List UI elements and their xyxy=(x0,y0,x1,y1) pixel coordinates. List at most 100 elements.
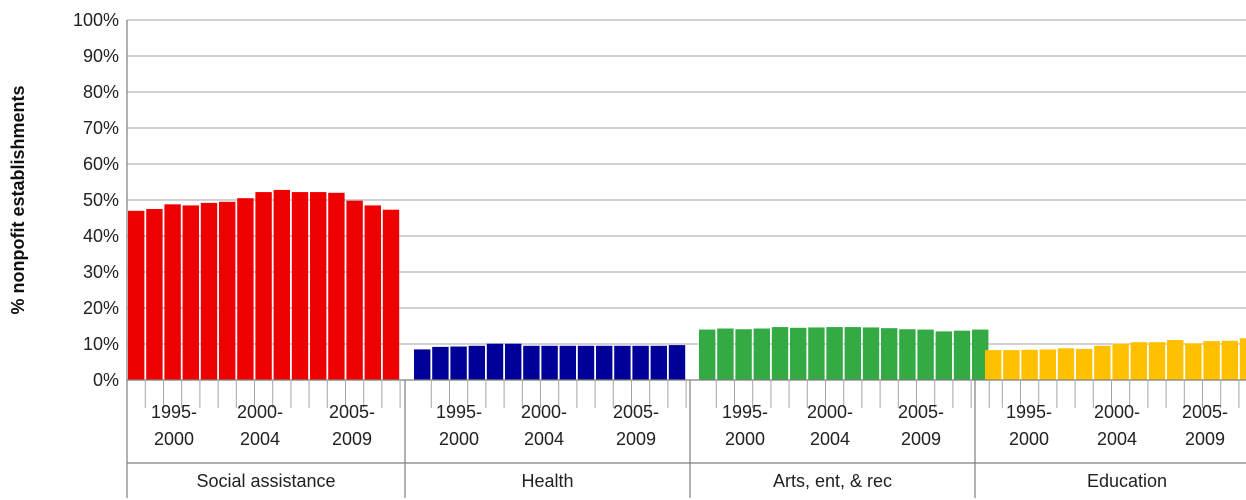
y-tick-label-80: 80% xyxy=(83,82,119,102)
bar-2-14 xyxy=(953,330,971,380)
bar-2-10 xyxy=(881,328,898,380)
bar-3-14 xyxy=(1239,338,1246,380)
bar-2-0 xyxy=(699,329,716,380)
bar-2-6 xyxy=(808,327,825,380)
bar-3-10 xyxy=(1167,340,1184,380)
group-label: Education xyxy=(1087,471,1167,491)
bar-1-6 xyxy=(523,345,540,380)
y-tick-label-70: 70% xyxy=(83,118,119,138)
bar-3-8 xyxy=(1130,342,1147,380)
period-label-top: 2005- xyxy=(898,402,944,422)
period-label-bottom: 2000 xyxy=(154,429,194,449)
bar-3-12 xyxy=(1203,341,1220,380)
y-tick-label-100: 100% xyxy=(73,10,119,30)
y-tick-label-90: 90% xyxy=(83,46,119,66)
bar-3-7 xyxy=(1112,343,1129,380)
period-label-top: 2000- xyxy=(521,402,567,422)
period-label-bottom: 2009 xyxy=(1185,429,1225,449)
bar-1-11 xyxy=(614,345,631,380)
bar-0-6 xyxy=(237,198,254,380)
bar-2-13 xyxy=(935,331,952,380)
period-label-top: 2000- xyxy=(1094,402,1140,422)
period-label-bottom: 2009 xyxy=(901,429,941,449)
x-axis xyxy=(126,20,1246,498)
bar-2-15 xyxy=(972,329,989,380)
bar-2-9 xyxy=(862,327,880,380)
bars xyxy=(128,189,1246,380)
period-label-bottom: 2004 xyxy=(810,429,850,449)
bar-0-7 xyxy=(255,192,272,380)
bar-1-10 xyxy=(596,345,613,380)
x-axis-labels: 1995- 2000 2000- 2004 2005- 2009 Social assist… xyxy=(151,402,1228,491)
y-tick-label-0: 0% xyxy=(93,370,119,390)
bar-2-7 xyxy=(826,327,843,380)
period-label-top: 1995- xyxy=(722,402,768,422)
group-label: Arts, ent, & rec xyxy=(773,471,892,491)
y-axis-tick-labels: 0% 10% 20% 30% 40% 50% 60% 70% 80% 90% 100% xyxy=(73,10,119,390)
bar-1-1 xyxy=(432,346,449,380)
bar-1-13 xyxy=(650,345,667,380)
period-label-top: 2000- xyxy=(807,402,853,422)
bar-0-11 xyxy=(328,192,345,380)
bar-3-2 xyxy=(1021,349,1038,380)
bar-3-4 xyxy=(1057,348,1075,380)
bar-0-8 xyxy=(273,189,290,380)
bar-1-2 xyxy=(450,346,467,380)
bar-3-9 xyxy=(1148,342,1166,380)
bar-3-13 xyxy=(1221,340,1238,380)
y-tick-label-30: 30% xyxy=(83,262,119,282)
bar-0-4 xyxy=(200,202,218,380)
bar-0-3 xyxy=(182,205,199,380)
bar-2-1 xyxy=(717,328,734,380)
bar-1-8 xyxy=(559,345,576,380)
group-label: Social assistance xyxy=(196,471,335,491)
period-label-bottom: 2000 xyxy=(725,429,765,449)
bar-3-11 xyxy=(1185,343,1202,380)
y-tick-label-20: 20% xyxy=(83,298,119,318)
period-label-top: 2000- xyxy=(237,402,283,422)
period-label-top: 1995- xyxy=(1006,402,1052,422)
period-label-bottom: 2000 xyxy=(1009,429,1049,449)
bar-2-8 xyxy=(844,327,861,380)
period-label-bottom: 2000 xyxy=(439,429,479,449)
bar-1-5 xyxy=(505,343,522,380)
y-tick-label-10: 10% xyxy=(83,334,119,354)
bar-2-2 xyxy=(735,329,752,380)
bar-0-0 xyxy=(128,210,145,380)
period-label-bottom: 2004 xyxy=(524,429,564,449)
bar-0-14 xyxy=(382,209,400,380)
bar-3-5 xyxy=(1076,349,1093,380)
period-label-bottom: 2009 xyxy=(616,429,656,449)
bar-2-12 xyxy=(917,329,934,380)
period-label-top: 2005- xyxy=(329,402,375,422)
y-axis-title: % nonpofit establishments xyxy=(8,85,28,314)
bar-0-12 xyxy=(346,200,363,380)
bar-1-14 xyxy=(668,345,686,380)
period-label-top: 1995- xyxy=(436,402,482,422)
bar-1-3 xyxy=(468,345,485,380)
bar-2-4 xyxy=(771,327,789,380)
bar-1-12 xyxy=(632,345,649,380)
bar-0-5 xyxy=(219,201,236,380)
bar-1-0 xyxy=(414,349,431,380)
y-tick-label-40: 40% xyxy=(83,226,119,246)
bar-2-11 xyxy=(899,329,916,380)
period-label-top: 1995- xyxy=(151,402,197,422)
bar-1-4 xyxy=(486,343,504,380)
bar-3-6 xyxy=(1094,345,1111,380)
bar-0-13 xyxy=(364,205,381,380)
bar-0-9 xyxy=(291,192,309,380)
period-label-bottom: 2004 xyxy=(1097,429,1137,449)
period-label-top: 2005- xyxy=(613,402,659,422)
group-label: Health xyxy=(521,471,573,491)
bar-3-3 xyxy=(1039,349,1056,380)
period-label-top: 2005- xyxy=(1182,402,1228,422)
bar-0-10 xyxy=(310,192,327,380)
bar-2-5 xyxy=(790,327,807,380)
bar-1-7 xyxy=(541,345,558,380)
bar-1-9 xyxy=(577,345,595,380)
y-tick-label-50: 50% xyxy=(83,190,119,210)
y-tick-label-60: 60% xyxy=(83,154,119,174)
bar-0-1 xyxy=(146,209,163,380)
